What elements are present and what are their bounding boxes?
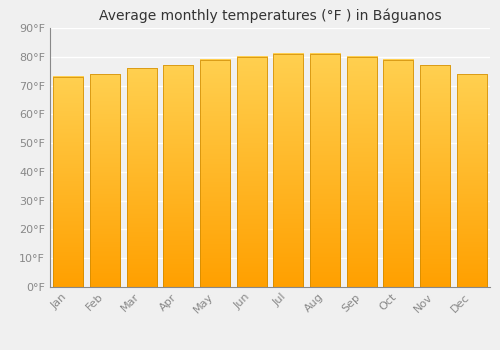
Bar	[164, 65, 194, 287]
Bar	[274, 54, 304, 287]
Bar	[126, 68, 156, 287]
Title: Average monthly temperatures (°F ) in Báguanos: Average monthly temperatures (°F ) in Bá…	[98, 8, 442, 23]
Bar	[90, 74, 120, 287]
Bar	[384, 60, 414, 287]
Bar	[310, 54, 340, 287]
Bar	[346, 57, 376, 287]
Bar	[236, 57, 266, 287]
Bar	[456, 74, 486, 287]
Bar	[200, 60, 230, 287]
Bar	[420, 65, 450, 287]
Bar	[54, 77, 84, 287]
